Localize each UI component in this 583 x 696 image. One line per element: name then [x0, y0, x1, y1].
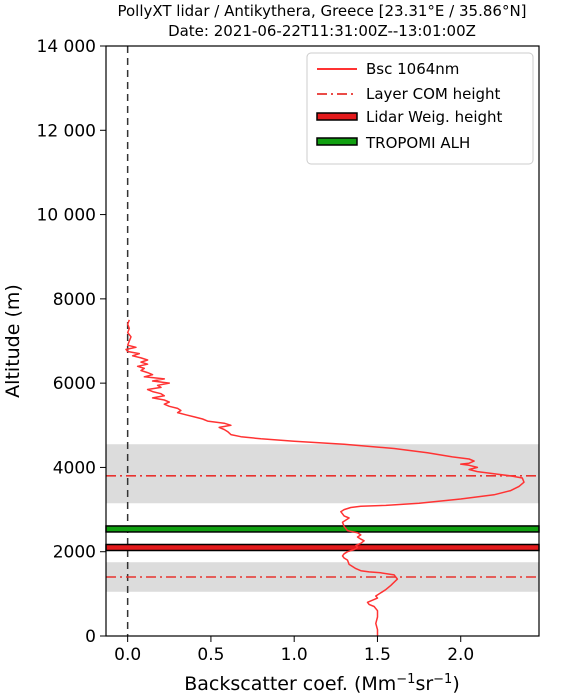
- lidar-weighted-height-bar: [105, 543, 540, 552]
- x-tick-label: 1.0: [281, 645, 308, 665]
- legend-label-com: Layer COM height: [366, 85, 501, 103]
- x-tick-label: 0.0: [114, 645, 141, 665]
- legend-frame: [306, 52, 534, 165]
- chart-title-line-2: Date: 2021-06-22T11:31:00Z--13:01:00Z: [168, 22, 476, 40]
- y-axis-label: Altitude (m): [2, 284, 24, 398]
- x-tick-label: 1.5: [364, 645, 391, 665]
- y-tick-label: 6000: [53, 374, 96, 394]
- y-tick-label: 8000: [53, 290, 96, 310]
- y-tick-label: 14 000: [37, 37, 96, 57]
- y-tick-label: 0: [85, 627, 96, 647]
- axes: 0.0 0.5 1.0 1.5 2.0 0 2000 4000 6000 8000 10 000 12…: [37, 37, 475, 665]
- tropomi-alh-bar: [105, 525, 540, 533]
- legend-swatch-tropomi: [316, 137, 358, 146]
- legend: Bsc 1064nm Layer COM height Lidar Weig. …: [306, 52, 534, 165]
- x-tick-label: 0.5: [197, 645, 224, 665]
- y-tick-label: 12 000: [37, 121, 96, 141]
- plot-area: [105, 46, 540, 636]
- series-line-bsc-1064nm: [125, 319, 525, 636]
- legend-label-lidar: Lidar Weig. height: [366, 108, 503, 126]
- legend-swatch-lidar: [316, 112, 358, 121]
- y-tick-label: 4000: [53, 458, 96, 478]
- x-tick-label: 2.0: [447, 645, 474, 665]
- y-tick-label: 10 000: [37, 206, 96, 226]
- legend-label-tropomi: TROPOMI ALH: [365, 134, 470, 152]
- legend-label-bsc: Bsc 1064nm: [366, 60, 459, 78]
- x-axis-label: Backscatter coef. (Mm−1sr−1): [184, 672, 460, 695]
- y-tick-label: 2000: [53, 543, 96, 563]
- chart-title-line-1: PollyXT lidar / Antikythera, Greece [23.…: [117, 2, 526, 20]
- layer-band-0: [106, 444, 539, 504]
- plot-frame: [105, 45, 540, 637]
